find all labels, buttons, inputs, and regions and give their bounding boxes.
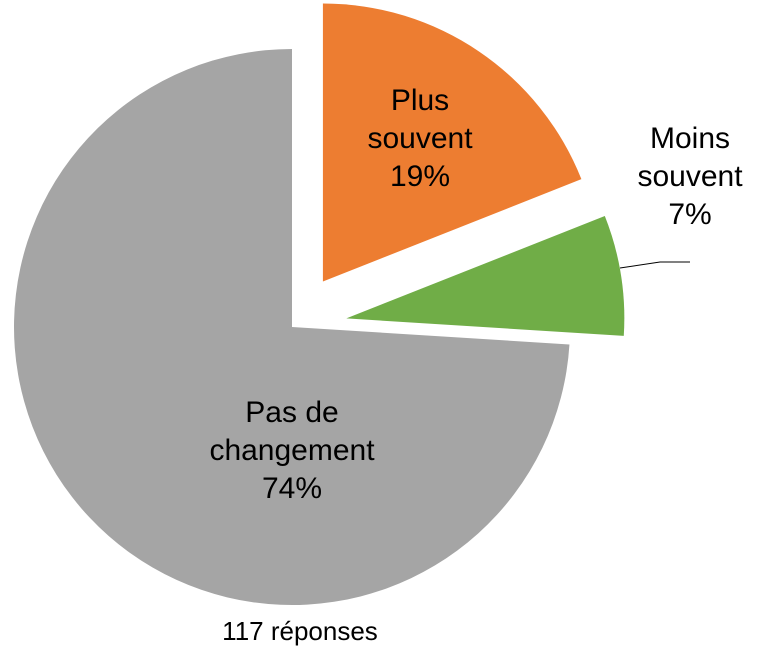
pie-slice: [322, 3, 582, 282]
slice-value-label: 74%: [262, 472, 322, 505]
leader-line: [619, 261, 690, 269]
slice-label: Moins souvent: [637, 122, 743, 193]
slice-label: Pas de changement: [209, 396, 375, 467]
caption: 117 réponses: [222, 616, 378, 646]
slice-value-label: 19%: [390, 160, 450, 193]
pie-slice: [346, 216, 625, 336]
slice-value-label: 7%: [668, 198, 711, 231]
slice-label: Plus souvent: [367, 84, 473, 155]
pie-slice: [13, 49, 570, 605]
